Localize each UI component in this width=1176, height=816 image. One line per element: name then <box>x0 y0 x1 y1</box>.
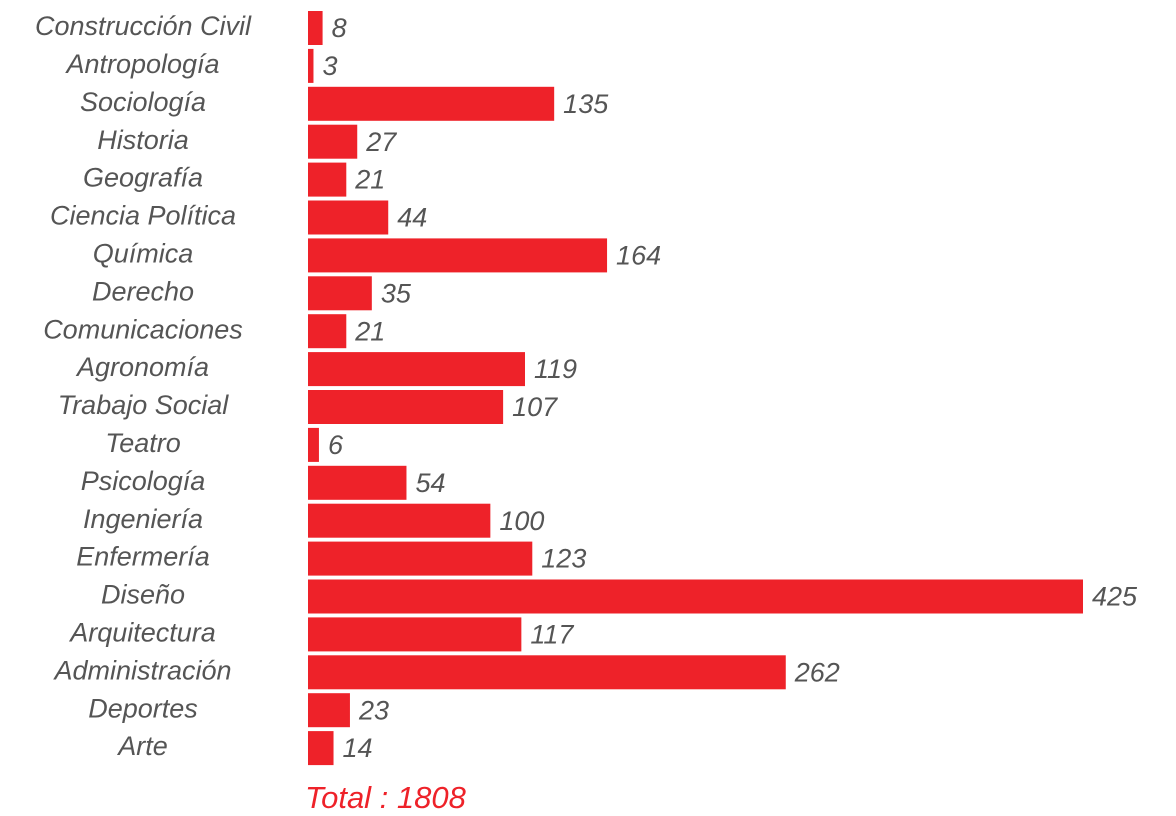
value-label: 425 <box>1092 582 1138 612</box>
bar <box>308 48 314 83</box>
value-label: 107 <box>512 392 558 422</box>
category-label: Arte <box>116 731 168 761</box>
value-label: 262 <box>794 657 840 687</box>
bar <box>308 124 358 159</box>
value-label: 119 <box>534 354 577 384</box>
bar <box>308 693 350 728</box>
bar <box>308 238 608 273</box>
category-label: Teatro <box>105 428 181 458</box>
value-label: 3 <box>322 51 337 81</box>
value-label: 14 <box>343 733 373 763</box>
category-label: Geografía <box>83 163 203 193</box>
category-label: Antropología <box>64 49 219 79</box>
value-label: 117 <box>530 620 574 650</box>
category-label: Derecho <box>92 276 194 306</box>
category-label: Trabajo Social <box>58 390 230 420</box>
bar <box>308 427 319 462</box>
value-label: 6 <box>328 430 344 460</box>
value-label: 54 <box>415 468 445 498</box>
category-label: Diseño <box>101 580 185 610</box>
bar <box>308 731 334 766</box>
category-label: Ingeniería <box>83 504 203 534</box>
category-label: Comunicaciones <box>43 314 243 344</box>
bar <box>308 465 407 500</box>
bar <box>308 617 522 652</box>
value-label: 27 <box>365 127 397 157</box>
bar <box>308 314 347 349</box>
bar <box>308 86 555 121</box>
value-label: 35 <box>381 278 412 308</box>
value-label: 164 <box>616 241 661 271</box>
bar <box>308 579 1083 614</box>
value-label: 23 <box>358 695 389 725</box>
bar <box>308 162 347 197</box>
bar <box>308 541 533 576</box>
bar <box>308 200 389 235</box>
value-label: 100 <box>499 506 544 536</box>
category-label: Enfermería <box>76 542 210 572</box>
value-label: 135 <box>563 89 609 119</box>
value-label: 123 <box>541 544 586 574</box>
category-label: Historia <box>97 125 189 155</box>
category-label: Sociología <box>80 87 206 117</box>
value-label: 8 <box>332 13 347 43</box>
bar <box>308 276 372 311</box>
bar <box>308 11 323 45</box>
category-label: Química <box>93 239 194 269</box>
bar <box>308 503 491 538</box>
value-label: 44 <box>397 203 427 233</box>
category-label: Ciencia Política <box>50 201 236 231</box>
bar <box>308 352 525 387</box>
category-label: Deportes <box>88 693 198 723</box>
value-label: 21 <box>354 316 385 346</box>
category-label: Construcción Civil <box>35 11 252 41</box>
bar <box>308 390 504 424</box>
category-label: Arquitectura <box>68 618 216 648</box>
total-annotation: Total : 1808 <box>305 780 467 815</box>
bar <box>308 655 786 690</box>
category-label: Agronomía <box>75 352 209 382</box>
value-label: 21 <box>354 165 385 195</box>
category-label: Psicología <box>81 466 206 496</box>
category-label: Administración <box>52 655 231 685</box>
